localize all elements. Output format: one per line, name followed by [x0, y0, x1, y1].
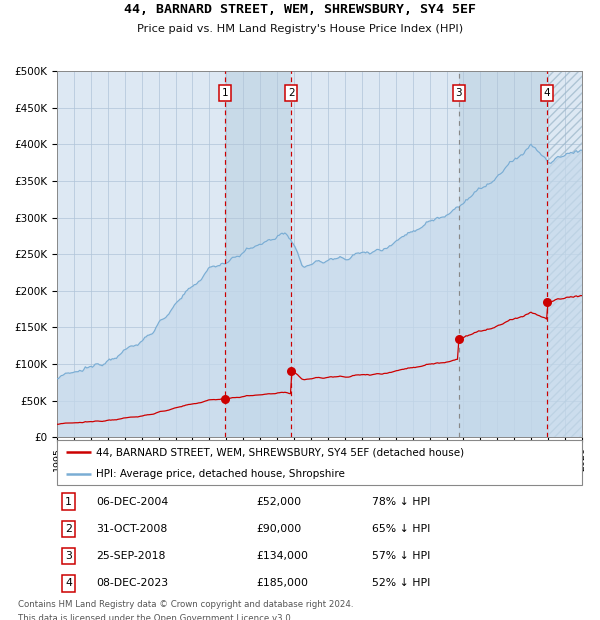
- Text: 06-DEC-2004: 06-DEC-2004: [97, 497, 169, 507]
- Text: 08-DEC-2023: 08-DEC-2023: [97, 578, 169, 588]
- Text: £134,000: £134,000: [257, 551, 308, 561]
- Text: Price paid vs. HM Land Registry's House Price Index (HPI): Price paid vs. HM Land Registry's House …: [137, 24, 463, 33]
- Bar: [225, 71, 291, 437]
- Text: 4: 4: [65, 578, 72, 588]
- Text: Contains HM Land Registry data © Crown copyright and database right 2024.: Contains HM Land Registry data © Crown c…: [18, 600, 353, 609]
- Text: 78% ↓ HPI: 78% ↓ HPI: [372, 497, 430, 507]
- Text: 2: 2: [65, 524, 72, 534]
- Text: 3: 3: [65, 551, 72, 561]
- Bar: [459, 71, 547, 437]
- Text: 3: 3: [455, 88, 462, 98]
- Text: 65% ↓ HPI: 65% ↓ HPI: [372, 524, 430, 534]
- Text: 1: 1: [221, 88, 229, 98]
- Text: 2: 2: [288, 88, 295, 98]
- Text: £185,000: £185,000: [257, 578, 308, 588]
- Text: 44, BARNARD STREET, WEM, SHREWSBURY, SY4 5EF: 44, BARNARD STREET, WEM, SHREWSBURY, SY4…: [124, 3, 476, 16]
- Text: 52% ↓ HPI: 52% ↓ HPI: [372, 578, 430, 588]
- Text: 44, BARNARD STREET, WEM, SHREWSBURY, SY4 5EF (detached house): 44, BARNARD STREET, WEM, SHREWSBURY, SY4…: [97, 447, 464, 458]
- Text: 57% ↓ HPI: 57% ↓ HPI: [372, 551, 430, 561]
- Bar: [547, 71, 582, 437]
- Text: This data is licensed under the Open Government Licence v3.0.: This data is licensed under the Open Gov…: [18, 614, 293, 620]
- Text: 31-OCT-2008: 31-OCT-2008: [97, 524, 167, 534]
- Text: £90,000: £90,000: [257, 524, 302, 534]
- Text: 25-SEP-2018: 25-SEP-2018: [97, 551, 166, 561]
- Text: £52,000: £52,000: [257, 497, 302, 507]
- FancyBboxPatch shape: [57, 440, 582, 485]
- Text: 1: 1: [65, 497, 72, 507]
- Text: HPI: Average price, detached house, Shropshire: HPI: Average price, detached house, Shro…: [97, 469, 345, 479]
- Text: 4: 4: [544, 88, 550, 98]
- Bar: [547, 71, 582, 437]
